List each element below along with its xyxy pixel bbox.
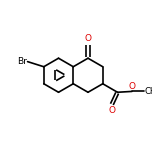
Text: O: O: [85, 34, 92, 43]
Text: Br: Br: [17, 57, 27, 66]
Text: CH₃: CH₃: [145, 87, 152, 96]
Text: O: O: [128, 82, 135, 91]
Text: O: O: [108, 106, 115, 115]
